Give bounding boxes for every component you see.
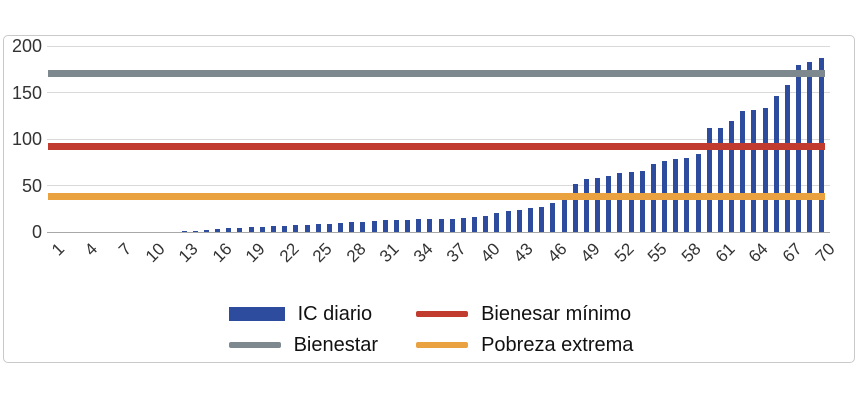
- legend-swatch-icon: [416, 342, 469, 348]
- legend-swatch-icon: [228, 342, 281, 348]
- bar: [561, 192, 567, 232]
- gridline: [47, 45, 830, 47]
- bar: [382, 220, 388, 232]
- legend-item: IC diario: [228, 302, 379, 326]
- bar: [572, 183, 578, 232]
- reference-line-bienesar-mínimo: [48, 142, 825, 150]
- bar: [695, 153, 701, 232]
- bar: [527, 207, 533, 232]
- bar: [617, 173, 623, 232]
- legend-label: Bienestar: [293, 334, 379, 356]
- bar: [516, 209, 522, 232]
- bar: [360, 221, 366, 232]
- legend-item: Bienestar: [228, 333, 379, 357]
- reference-line-pobreza-extrema: [48, 193, 825, 201]
- bar: [751, 110, 757, 232]
- y-tick-label: 100: [11, 129, 42, 149]
- bar: [706, 127, 712, 232]
- bar: [606, 176, 612, 232]
- legend-swatch-icon: [416, 311, 469, 317]
- bar: [226, 228, 232, 232]
- bar: [416, 219, 422, 232]
- bar: [472, 217, 478, 232]
- y-tick-label: 200: [11, 36, 42, 56]
- bar: [259, 226, 265, 232]
- bar: [326, 223, 332, 232]
- legend-swatch-icon: [228, 307, 285, 321]
- bar: [729, 121, 735, 232]
- y-tick-label: 0: [31, 222, 42, 242]
- bar: [483, 216, 489, 232]
- bar: [248, 227, 254, 232]
- bar: [293, 225, 299, 232]
- bar: [595, 178, 601, 232]
- bar: [438, 218, 444, 232]
- bar: [427, 218, 433, 232]
- bar: [539, 206, 545, 232]
- bar: [784, 85, 790, 232]
- legend-item: Pobreza extrema: [416, 333, 633, 357]
- bar: [270, 226, 276, 232]
- bar: [203, 230, 209, 232]
- gridline: [47, 92, 830, 93]
- bar: [717, 127, 723, 232]
- x-axis-line: [47, 231, 830, 234]
- legend-label: IC diario: [297, 303, 373, 325]
- bar: [773, 96, 779, 232]
- gridline: [47, 138, 830, 140]
- bar: [215, 229, 221, 232]
- bar: [282, 225, 288, 232]
- bar: [304, 224, 310, 232]
- legend-label: Pobreza extrema: [481, 334, 634, 356]
- legend-grid: IC diario Bienesar mínimo Bienestar Pobreza…: [228, 302, 633, 357]
- y-tick-label: 50: [21, 175, 42, 196]
- bar: [349, 222, 355, 232]
- bar: [371, 220, 377, 232]
- bar: [583, 178, 589, 232]
- legend-item: Bienesar mínimo: [416, 302, 633, 326]
- bar: [460, 218, 466, 232]
- bar: [494, 213, 500, 232]
- bar: [405, 219, 411, 232]
- y-tick-label: 150: [11, 82, 42, 103]
- bar: [192, 230, 198, 232]
- bar: [505, 210, 511, 232]
- bar: [762, 108, 768, 232]
- bar: [181, 231, 187, 232]
- bar: [449, 218, 455, 232]
- bar: [550, 203, 556, 232]
- bar: [237, 227, 243, 232]
- gridline: [47, 185, 830, 186]
- bar: [315, 224, 321, 232]
- bar: [740, 111, 746, 232]
- bar: [338, 222, 344, 232]
- chart-legend: IC diario Bienesar mínimo Bienestar Pobreza…: [0, 302, 862, 357]
- reference-line-bienestar: [48, 70, 825, 78]
- bar: [393, 219, 399, 232]
- bar: [639, 170, 645, 232]
- bar: [628, 172, 634, 232]
- legend-label: Bienesar mínimo: [481, 303, 632, 325]
